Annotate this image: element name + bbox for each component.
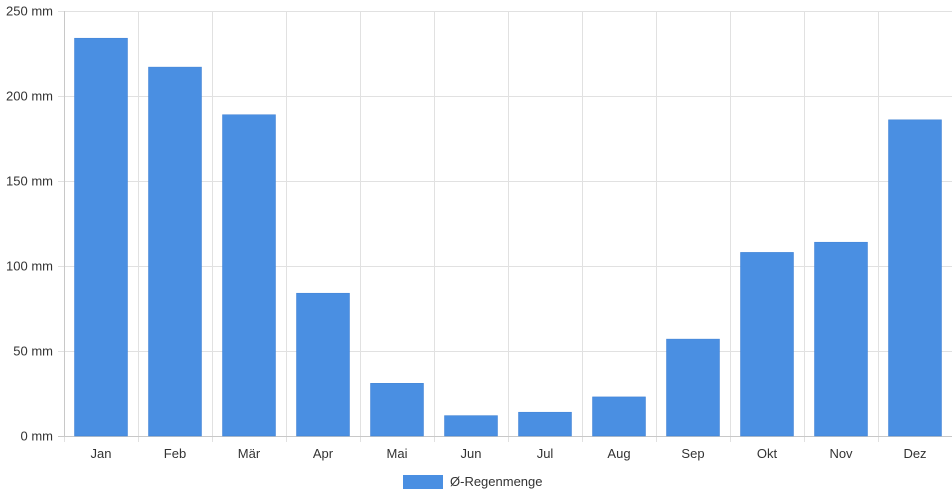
y-tick-label: 150 mm	[6, 174, 53, 189]
x-tick-label: Jun	[461, 446, 482, 461]
y-tick-labels: 0 mm 50 mm 100 mm 150 mm 200 mm 250 mm	[6, 4, 53, 444]
bar-jul[interactable]	[518, 411, 572, 437]
x-tick-label: Jan	[91, 446, 112, 461]
grid-lines	[58, 11, 952, 442]
y-tick-label: 200 mm	[6, 89, 53, 104]
x-tick-label: Sep	[681, 446, 704, 461]
bar-sep[interactable]	[666, 338, 720, 437]
bar-mai[interactable]	[370, 383, 424, 437]
x-tick-label: Mär	[238, 446, 261, 461]
bar-feb[interactable]	[148, 66, 202, 437]
x-tick-label: Dez	[903, 446, 926, 461]
x-tick-label: Aug	[607, 446, 630, 461]
x-tick-label: Mai	[387, 446, 408, 461]
bar-dez[interactable]	[888, 119, 942, 437]
bar-jun[interactable]	[444, 415, 498, 437]
axes	[58, 11, 952, 437]
x-tick-labels: Jan Feb Mär Apr Mai Jun Jul Aug Sep Okt Nov Dez	[91, 446, 927, 461]
legend-label[interactable]: Ø-Regenmenge	[450, 474, 543, 489]
x-tick-label: Jul	[537, 446, 554, 461]
y-tick-label: 250 mm	[6, 4, 53, 19]
y-tick-label: 100 mm	[6, 259, 53, 274]
x-tick-label: Nov	[829, 446, 853, 461]
bar-nov[interactable]	[814, 241, 868, 437]
bar-mär[interactable]	[222, 114, 276, 437]
y-tick-label: 0 mm	[21, 429, 54, 444]
legend[interactable]: Ø-Regenmenge	[403, 474, 543, 489]
legend-swatch[interactable]	[403, 475, 443, 489]
x-tick-label: Apr	[313, 446, 334, 461]
x-tick-label: Feb	[164, 446, 186, 461]
bar-aug[interactable]	[592, 396, 646, 437]
x-tick-label: Okt	[757, 446, 778, 461]
bar-okt[interactable]	[740, 252, 794, 437]
bar-apr[interactable]	[296, 292, 350, 437]
bars	[74, 37, 942, 437]
bar-jan[interactable]	[74, 37, 128, 437]
y-tick-label: 50 mm	[13, 344, 53, 359]
